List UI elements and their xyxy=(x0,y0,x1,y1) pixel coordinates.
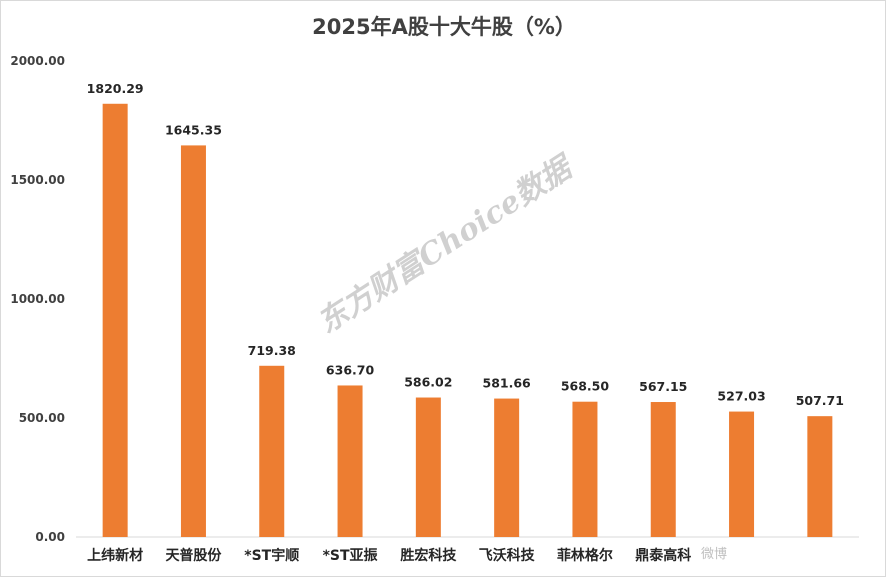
data-label: 507.71 xyxy=(796,393,844,408)
category-label: *ST宇顺 xyxy=(244,547,299,564)
category-label: 胜宏科技 xyxy=(400,547,457,564)
data-label: 586.02 xyxy=(404,375,452,390)
data-labels: 1820.29 1645.35 719.38 636.70 586.02 581.66 56… xyxy=(87,81,844,408)
data-label: 719.38 xyxy=(248,343,296,358)
bar xyxy=(807,416,833,537)
bar xyxy=(337,385,363,537)
chart-title: 2025年A股十大牛股（%） xyxy=(312,15,576,39)
data-label: 636.70 xyxy=(326,362,375,377)
bar xyxy=(650,402,676,537)
bar xyxy=(102,103,128,537)
category-label: 上纬新材 xyxy=(87,547,143,564)
category-label: 鼎泰高科 xyxy=(635,547,691,564)
category-label: 天普股份 xyxy=(165,547,222,564)
y-tick-label: 1500.00 xyxy=(10,173,65,187)
bar xyxy=(180,145,206,538)
data-label: 1645.35 xyxy=(165,122,222,137)
data-label: 568.50 xyxy=(561,379,610,394)
data-label: 527.03 xyxy=(717,389,765,404)
data-label: 581.66 xyxy=(483,376,532,391)
data-label: 567.15 xyxy=(639,379,687,394)
y-tick-label: 2000.00 xyxy=(10,54,65,68)
y-axis-ticks: 0.00 500.00 1000.00 1500.00 2000.00 xyxy=(10,54,65,544)
y-tick-label: 1000.00 xyxy=(10,292,65,306)
category-labels: 上纬新材 天普股份 *ST宇顺 *ST亚振 胜宏科技 飞沃科技 菲林格尔 鼎泰高科 xyxy=(87,547,691,564)
y-tick-label: 0.00 xyxy=(35,530,65,544)
data-label: 1820.29 xyxy=(87,81,144,96)
bars xyxy=(102,103,833,538)
bar xyxy=(494,398,520,537)
bar xyxy=(415,397,441,537)
category-label: 飞沃科技 xyxy=(479,547,536,564)
bar xyxy=(572,401,598,537)
category-label: 菲林格尔 xyxy=(557,547,613,564)
category-label: *ST亚振 xyxy=(323,547,378,564)
y-tick-label: 500.00 xyxy=(19,411,65,425)
bar xyxy=(729,411,755,537)
bar xyxy=(259,365,285,537)
